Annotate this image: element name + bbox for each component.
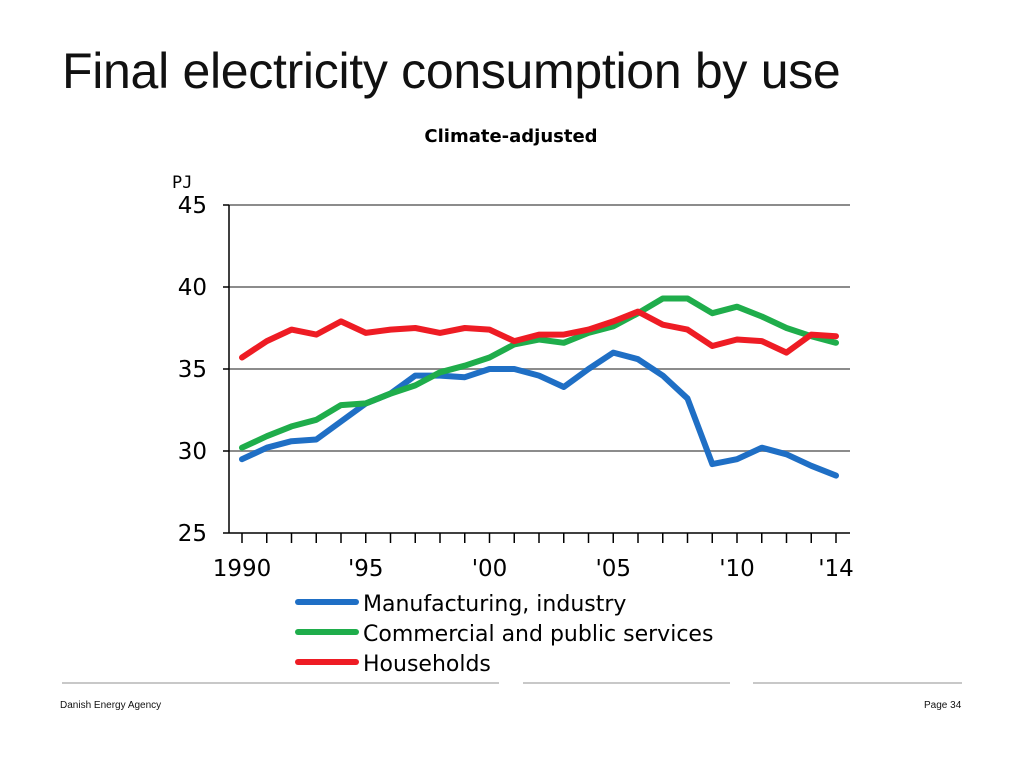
x-tick-label-2000: '00 [472,556,508,582]
y-tick-label-45: 45 [178,193,207,219]
footer-page-number: Page 34 [924,700,962,711]
y-tick-label-40: 40 [178,275,207,301]
y-axis-unit-label: PJ [172,173,192,193]
x-tick-label-2010: '10 [719,556,755,582]
footer-organization: Danish Energy Agency [60,700,162,711]
legend-label-commercial-and-public-services: Commercial and public services [363,622,713,647]
y-tick-label-35: 35 [178,357,207,383]
x-tick-label-2005: '05 [595,556,631,582]
x-tick-label-2014: '14 [818,556,854,582]
legend-label-manufacturing-industry: Manufacturing, industry [363,592,626,617]
series-line-commercial-and-public-services [239,295,839,451]
series-line-manufacturing-industry [239,349,839,479]
y-tick-label-25: 25 [178,521,207,547]
y-tick-label-30: 30 [178,439,207,465]
series-lines [239,295,839,479]
axes: 25 30 35 40 45 1990 '95 '00 '05 '10 '14 [178,193,854,582]
x-tick-label-1990: 1990 [213,556,272,582]
legend-label-households: Households [363,652,491,677]
chart-subtitle: Climate-adjusted [424,126,597,147]
legend: Manufacturing, industry Commercial and pu… [295,592,713,677]
series-line-households [239,308,839,361]
gridlines [229,204,850,452]
slide-title: Final electricity consumption by use [62,43,841,99]
x-tick-label-1995: '95 [348,556,384,582]
